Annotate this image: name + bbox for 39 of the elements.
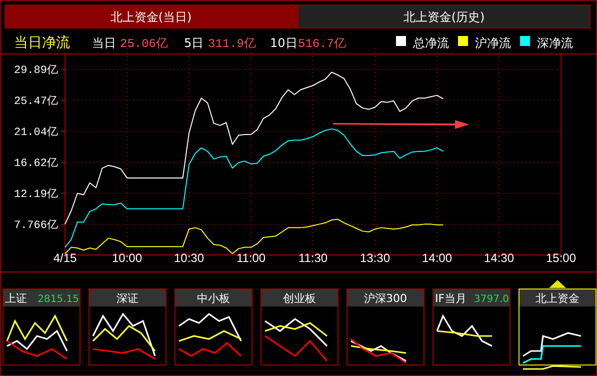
- legend-label: 沪净流: [475, 36, 511, 50]
- y-tick-label: 12.19亿: [14, 188, 58, 201]
- x-tick-label: 11:30: [298, 251, 328, 266]
- text: 2815.15: [38, 294, 79, 305]
- text: 3797.0: [474, 294, 509, 305]
- x-tick-label: 14:00: [422, 251, 452, 266]
- text: 311.9亿: [208, 37, 256, 51]
- text: 北上资金(历史): [403, 10, 485, 24]
- legend-label: 总净流: [412, 36, 449, 50]
- x-tick-label: 10:30: [174, 251, 204, 266]
- y-tick-label: 7.766亿: [14, 218, 58, 232]
- x-tick-label: 10:00: [112, 251, 142, 266]
- text: 深证: [116, 292, 138, 305]
- text: 5日: [184, 36, 204, 50]
- x-tick-label: 11:00: [236, 251, 266, 266]
- line-series: [64, 128, 444, 248]
- x-tick-label: 4/15: [53, 251, 77, 266]
- line-series: [64, 218, 444, 254]
- text: 25.06亿: [120, 37, 168, 51]
- x-tick-label: 14:30: [484, 251, 514, 266]
- chart-title: 当日净流: [14, 35, 70, 51]
- text: 516.7亿: [298, 37, 346, 51]
- text: 10日: [270, 36, 298, 50]
- text: 中小板: [197, 292, 230, 305]
- text: 当日: [92, 36, 116, 50]
- y-tick-label: 21.04亿: [14, 126, 58, 139]
- legend-label: 深净流: [537, 36, 573, 50]
- x-tick-label: 13:30: [360, 251, 390, 266]
- text: IF当月: [435, 292, 467, 305]
- x-tick-label: 15:00: [546, 251, 576, 266]
- text: 沪深300: [364, 292, 407, 305]
- text: 创业板: [283, 292, 316, 305]
- y-tick-label: 29.89亿: [14, 64, 58, 77]
- line-series: [64, 72, 444, 225]
- text: 北上资金: [536, 292, 580, 305]
- text: 上证: [5, 292, 27, 305]
- text: 北上资金(当日): [110, 10, 192, 24]
- y-tick-label: 25.47亿: [14, 94, 58, 108]
- y-tick-label: 16.62亿: [14, 156, 58, 170]
